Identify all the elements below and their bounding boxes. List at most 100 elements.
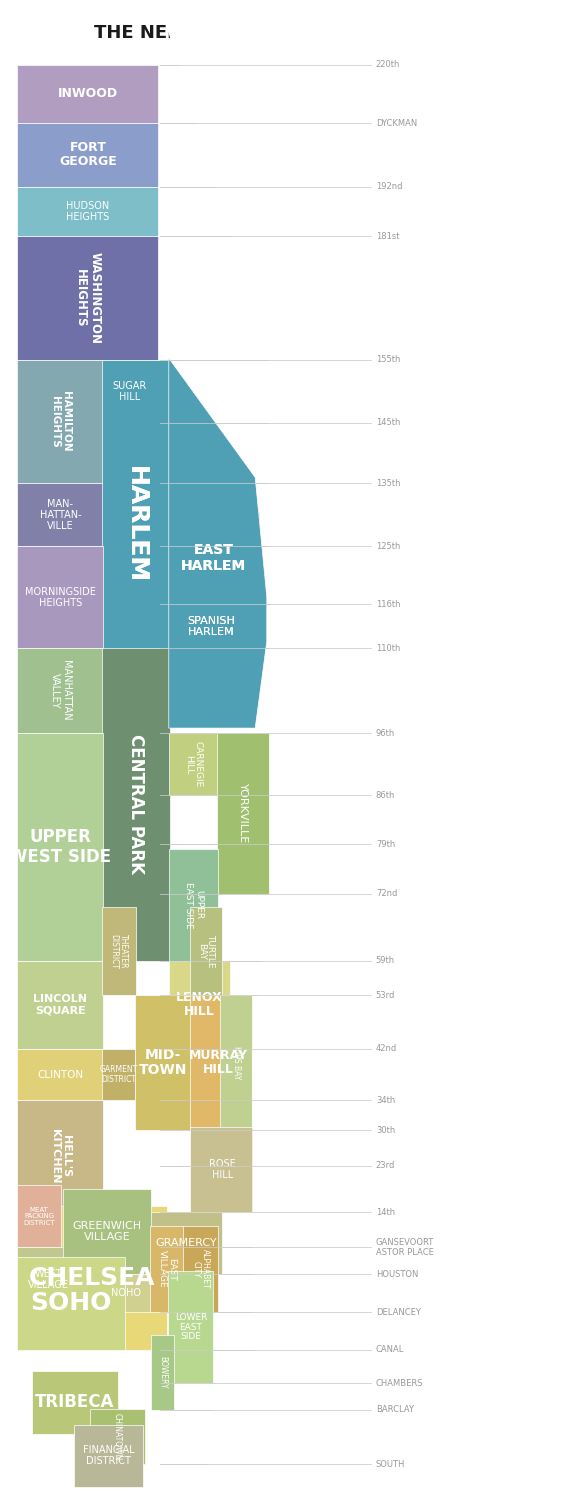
Text: BARCLAY: BARCLAY — [376, 1405, 414, 1414]
Text: INWOOD: INWOOD — [58, 88, 118, 100]
Text: 125th: 125th — [376, 542, 400, 551]
FancyBboxPatch shape — [100, 1274, 152, 1313]
Text: SUGAR
HILL: SUGAR HILL — [113, 380, 147, 401]
Text: ROSE
HILL: ROSE HILL — [209, 1159, 235, 1180]
FancyBboxPatch shape — [183, 1226, 218, 1313]
Text: 116th: 116th — [376, 600, 400, 609]
Text: DELANCEY: DELANCEY — [376, 1307, 420, 1317]
Text: 72nd: 72nd — [376, 889, 397, 898]
FancyBboxPatch shape — [169, 512, 259, 604]
Text: 53rd: 53rd — [376, 991, 395, 1000]
Text: 110th: 110th — [376, 643, 400, 653]
Text: BARCLAY: BARCLAY — [376, 1405, 414, 1414]
FancyBboxPatch shape — [190, 1128, 254, 1212]
Text: SOUTH: SOUTH — [376, 1459, 405, 1470]
FancyBboxPatch shape — [17, 1049, 103, 1101]
Text: 181st: 181st — [376, 231, 400, 242]
Text: SPANISH
HARLEM: SPANISH HARLEM — [187, 616, 235, 637]
Text: THEATER
DISTRICT: THEATER DISTRICT — [110, 934, 128, 968]
Text: FORT
GEORGE: FORT GEORGE — [59, 142, 117, 169]
Text: 220th: 220th — [376, 60, 400, 70]
Text: 110th: 110th — [376, 643, 400, 653]
Text: 79th: 79th — [376, 840, 395, 849]
FancyBboxPatch shape — [17, 1206, 167, 1349]
Text: GREENWICH
VILLAGE: GREENWICH VILLAGE — [72, 1222, 142, 1241]
FancyBboxPatch shape — [102, 648, 170, 961]
Text: GANSEVOORT
ASTOR PLACE: GANSEVOORT ASTOR PLACE — [376, 1237, 434, 1258]
Text: 116th: 116th — [376, 600, 400, 609]
Text: DYCKMAN: DYCKMAN — [376, 118, 417, 128]
Text: YORKVILLE: YORKVILLE — [238, 783, 248, 843]
Text: NOHO: NOHO — [111, 1288, 141, 1298]
Text: MAN-
HATTAN-
VILLE: MAN- HATTAN- VILLE — [39, 498, 81, 531]
FancyBboxPatch shape — [151, 1335, 174, 1410]
Text: 59th: 59th — [376, 956, 395, 965]
Text: CLINTON: CLINTON — [37, 1070, 84, 1080]
FancyBboxPatch shape — [90, 1408, 145, 1465]
FancyBboxPatch shape — [169, 604, 253, 648]
FancyBboxPatch shape — [17, 648, 103, 734]
Text: 192nd: 192nd — [376, 182, 403, 191]
Text: EAST
HARLEM: EAST HARLEM — [181, 543, 246, 573]
FancyBboxPatch shape — [150, 1212, 222, 1274]
FancyBboxPatch shape — [17, 64, 158, 122]
FancyBboxPatch shape — [168, 1271, 213, 1383]
Text: 79th: 79th — [376, 840, 395, 849]
Text: 125th: 125th — [376, 542, 400, 551]
Text: UPPER
WEST SIDE: UPPER WEST SIDE — [9, 828, 111, 865]
Text: 59th: 59th — [376, 956, 395, 965]
Text: DYCKMAN: DYCKMAN — [376, 118, 417, 128]
Text: 155th: 155th — [376, 355, 400, 364]
Text: 30th: 30th — [376, 1125, 395, 1135]
Text: SPANISH
HARLEM: SPANISH HARLEM — [187, 616, 235, 637]
Text: MURRAY
HILL: MURRAY HILL — [189, 1049, 248, 1076]
FancyBboxPatch shape — [169, 961, 230, 1049]
Text: CARNEGIE
HILL: CARNEGIE HILL — [184, 742, 203, 788]
Text: CHELSEA: CHELSEA — [29, 1265, 155, 1291]
Text: 155th: 155th — [376, 355, 400, 364]
FancyBboxPatch shape — [17, 1101, 103, 1212]
Text: DELANCEY: DELANCEY — [376, 1307, 420, 1317]
Text: HOUSTON: HOUSTON — [376, 1270, 418, 1279]
Text: CHINATOWN: CHINATOWN — [113, 1413, 122, 1461]
Text: SOUTH: SOUTH — [376, 1459, 405, 1470]
Text: 14th: 14th — [376, 1207, 395, 1217]
Text: MID-
TOWN: MID- TOWN — [139, 1047, 187, 1077]
FancyBboxPatch shape — [17, 734, 103, 961]
Text: 181st: 181st — [376, 231, 400, 242]
Text: 86th: 86th — [376, 791, 395, 800]
Text: HAMILTON
HEIGHTS: HAMILTON HEIGHTS — [50, 391, 71, 452]
Text: 30th: 30th — [376, 1125, 395, 1135]
Text: LINCOLN
SQUARE: LINCOLN SQUARE — [33, 995, 88, 1015]
FancyBboxPatch shape — [190, 907, 222, 995]
Text: 96th: 96th — [376, 728, 395, 739]
FancyBboxPatch shape — [17, 186, 158, 236]
Text: 96th: 96th — [376, 728, 395, 739]
Text: CANAL: CANAL — [376, 1344, 404, 1355]
Text: CENTRAL PARK: CENTRAL PARK — [126, 734, 145, 874]
Text: 145th: 145th — [376, 418, 400, 428]
Polygon shape — [145, 0, 580, 1492]
Text: UPPER
EAST SIDE: UPPER EAST SIDE — [184, 882, 203, 928]
FancyBboxPatch shape — [169, 849, 218, 961]
FancyBboxPatch shape — [220, 995, 252, 1131]
Text: HARLEM: HARLEM — [124, 466, 148, 583]
Text: 14th: 14th — [376, 1207, 395, 1217]
FancyBboxPatch shape — [17, 483, 103, 546]
Text: THE NEIGHBORHOODS OF MANHATTAN: THE NEIGHBORHOODS OF MANHATTAN — [94, 24, 486, 42]
Text: WEST
VILLAGE: WEST VILLAGE — [28, 1270, 69, 1291]
Text: CHAMBERS: CHAMBERS — [376, 1379, 423, 1388]
Text: GARMENT
DISTRICT: GARMENT DISTRICT — [99, 1065, 137, 1085]
Text: FINANCIAL
DISTRICT: FINANCIAL DISTRICT — [82, 1446, 135, 1467]
Text: MORNINGSIDE
HEIGHTS: MORNINGSIDE HEIGHTS — [25, 586, 96, 607]
Text: BOWERY: BOWERY — [158, 1356, 167, 1389]
Text: EAST
VILLAGE: EAST VILLAGE — [158, 1250, 176, 1288]
Text: TURTLE
BAY: TURTLE BAY — [197, 934, 216, 968]
Text: SOHO: SOHO — [30, 1291, 112, 1316]
Text: KIPS BAY: KIPS BAY — [232, 1046, 241, 1079]
Text: WASHINGTON
HEIGHTS: WASHINGTON HEIGHTS — [74, 252, 101, 345]
FancyBboxPatch shape — [102, 1049, 135, 1101]
Text: 42nd: 42nd — [376, 1044, 397, 1053]
FancyBboxPatch shape — [102, 360, 158, 424]
Polygon shape — [169, 358, 267, 728]
